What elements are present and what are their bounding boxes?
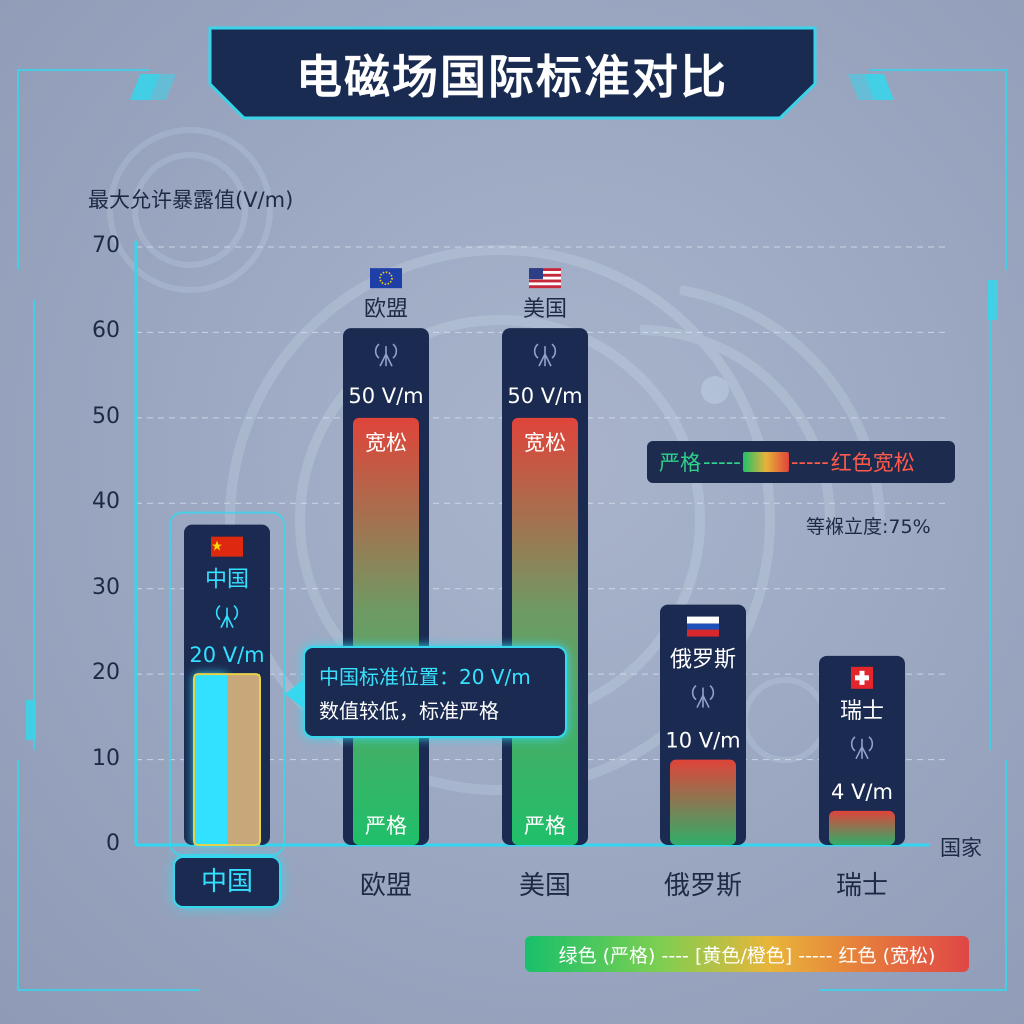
device-wave <box>374 343 380 359</box>
y-tick-label: 30 <box>92 574 120 600</box>
y-tick-label: 10 <box>92 745 120 771</box>
device-leg <box>696 695 704 708</box>
flag-ru-red <box>687 629 719 637</box>
flag-ch-icon <box>851 666 873 689</box>
bar-category-label: 美国 <box>523 297 567 322</box>
bar-category-label: 瑞士 <box>840 699 884 724</box>
router-icon <box>533 343 557 367</box>
bar-category-label: 中国 <box>205 568 249 593</box>
flag-eu-field <box>370 268 402 289</box>
device-wave <box>868 736 874 752</box>
device-wave <box>392 343 398 359</box>
bar-value-label: 50 V/m <box>348 384 423 408</box>
y-axis-title: 最大允许暴露值(V/m) <box>88 188 294 212</box>
flag-us-stripe <box>529 279 561 283</box>
bar-value-label: 50 V/m <box>507 384 582 408</box>
flag-ru-white <box>687 616 719 624</box>
device-leg <box>855 746 863 760</box>
device-leg <box>226 615 234 629</box>
bar-right-half <box>227 674 260 845</box>
flag-us-canton <box>529 268 543 280</box>
flag-eu-stars <box>379 271 393 285</box>
flag-eu-icon <box>370 268 402 289</box>
bar-value-label: 10 V/m <box>665 729 740 753</box>
bar <box>353 417 419 845</box>
callout-line-2: 数值较低，标准严格 <box>319 699 499 723</box>
highlight-outline <box>169 511 285 857</box>
device-leg <box>861 746 869 760</box>
flag-cn-icon <box>211 536 243 557</box>
china-callout: 中国标准位置：20 V/m 数值较低，标准严格 <box>303 646 567 738</box>
device-wave <box>551 343 557 359</box>
flag-cn-field <box>211 536 243 557</box>
legend-dash-right: ----- <box>790 450 829 474</box>
bar-top-text: 宽松 <box>524 431 566 455</box>
legend-strict-label: 严格 <box>659 451 701 475</box>
device-leg <box>538 353 546 367</box>
x-tick-label: 俄罗斯 <box>663 871 742 901</box>
bar-category-label: 欧盟 <box>364 297 408 322</box>
bar-outline <box>193 673 261 847</box>
device-wave <box>533 343 539 359</box>
bar <box>670 759 736 845</box>
flag-us-stripe <box>529 276 561 280</box>
flag-cn-star <box>212 540 222 551</box>
antenna-icon <box>215 605 239 629</box>
legend-gradient-swatch <box>742 452 789 472</box>
flag-ch-cross-h <box>855 675 869 681</box>
flag-ru-blue <box>687 623 719 630</box>
bar-bottom-text: 严格 <box>524 814 566 838</box>
device-leg <box>544 353 552 367</box>
bar-bottom-text: 严格 <box>365 814 407 838</box>
flag-us-icon <box>529 268 561 289</box>
bar <box>194 674 227 845</box>
x-tick-label: 美国 <box>518 871 571 901</box>
flag-ru-icon <box>687 616 719 637</box>
flag-us-stripe <box>529 282 561 286</box>
x-tick-label: 欧盟 <box>359 871 412 901</box>
legend-bottom-gradient: 绿色 (严格) ---- [黄色/橙色] ----- 红色 (宽松) <box>525 936 969 972</box>
flag-us-stripe <box>529 268 561 272</box>
device-wave <box>215 605 221 621</box>
flag-us-stripe <box>529 285 561 289</box>
y-tick-label: 40 <box>92 489 120 515</box>
callout-line-1: 中国标准位置：20 V/m <box>319 665 531 689</box>
bar-value-label: 4 V/m <box>831 780 893 804</box>
x-axis-title: 国家 <box>940 836 982 860</box>
legend-dash-left: ----- <box>703 450 741 474</box>
y-tick-label: 50 <box>92 403 120 429</box>
device-leg <box>702 695 710 708</box>
device-wave <box>233 605 239 621</box>
y-tick-label: 20 <box>92 660 120 686</box>
antenna-icon <box>374 343 398 367</box>
legend-loose-label: 红色宽松 <box>830 451 915 475</box>
device-wave <box>709 684 715 701</box>
bar-top-text: 宽松 <box>365 431 407 455</box>
smoothness-note: 等褓立度:75% <box>806 516 931 538</box>
legend-strict-loose: 严格 ----- ----- 红色宽松 <box>647 441 955 483</box>
callout-pointer <box>285 680 303 708</box>
bar <box>512 417 578 845</box>
device-wave <box>691 684 697 701</box>
bar-value-label: 20 V/m <box>189 643 264 667</box>
x-tick-label: 中国 <box>175 858 279 906</box>
signal-icon <box>850 736 874 760</box>
device-wave <box>850 736 856 752</box>
flag-us-stripe <box>529 273 561 277</box>
tower-icon <box>691 684 715 708</box>
device-leg <box>385 353 393 367</box>
device-leg <box>379 353 387 367</box>
bar <box>829 810 895 845</box>
y-tick-label: 70 <box>92 233 120 258</box>
flag-us-stripe <box>529 271 561 274</box>
device-leg <box>220 615 228 629</box>
page-title: 电磁场国际标准对比 <box>296 50 728 104</box>
x-tick-label: 瑞士 <box>835 871 888 901</box>
y-tick-label: 0 <box>106 831 120 856</box>
bar-category-label: 俄罗斯 <box>670 648 736 673</box>
y-tick-label: 60 <box>92 318 120 344</box>
